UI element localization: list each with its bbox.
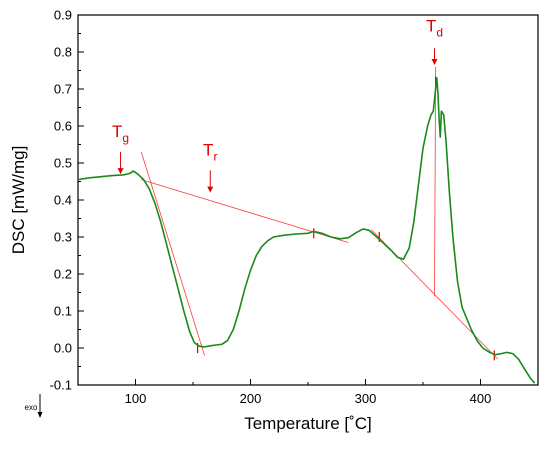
y-tick-label: 0.7 <box>54 82 72 97</box>
exo-indicator: exo <box>25 394 43 418</box>
construction-lines <box>140 66 499 361</box>
x-tick-label: 400 <box>470 391 492 406</box>
y-tick-label: 0.5 <box>54 156 72 171</box>
construction-line-baseline-left <box>141 179 349 243</box>
annotation-arrow-head <box>207 186 214 193</box>
annotations: Tg Tr Td <box>112 17 443 193</box>
y-tick-label: 0.4 <box>54 193 72 208</box>
y-tick-label: 0.6 <box>54 119 72 134</box>
x-tick-label: 300 <box>355 391 377 406</box>
y-tick-label: 0.1 <box>54 304 72 319</box>
y-tick-label: -0.1 <box>50 378 72 393</box>
exo-arrow-head <box>37 412 43 418</box>
x-tick-label: 100 <box>125 391 147 406</box>
dsc-curve <box>77 77 536 384</box>
axes: 100 200 300 400 -0.1 0.0 0.1 0.2 0.3 0.4 0.5 0.6 0.7… <box>50 8 539 406</box>
x-axis-title: Temperature [˚C] <box>244 414 372 433</box>
y-axis-title: DSC [mW/mg] <box>9 146 28 255</box>
construction-line-td-drop <box>434 66 437 297</box>
annotation-arrow-head <box>117 168 124 175</box>
y-tick-label: 0.0 <box>54 341 72 356</box>
annotation-td: Td <box>426 17 443 40</box>
construction-line-tg-tangent <box>140 151 205 356</box>
y-tick-label: 0.8 <box>54 45 72 60</box>
dsc-series <box>77 77 536 384</box>
annotation-tg: Tg <box>112 122 129 145</box>
y-tick-label: 0.3 <box>54 230 72 245</box>
annotation-tr: Tr <box>203 141 217 164</box>
exo-label: exo <box>25 403 38 412</box>
y-tick-label: 0.2 <box>54 267 72 282</box>
annotation-arrow-head <box>431 58 438 65</box>
x-tick-label: 200 <box>240 391 262 406</box>
y-tick-label: 0.9 <box>54 8 72 23</box>
